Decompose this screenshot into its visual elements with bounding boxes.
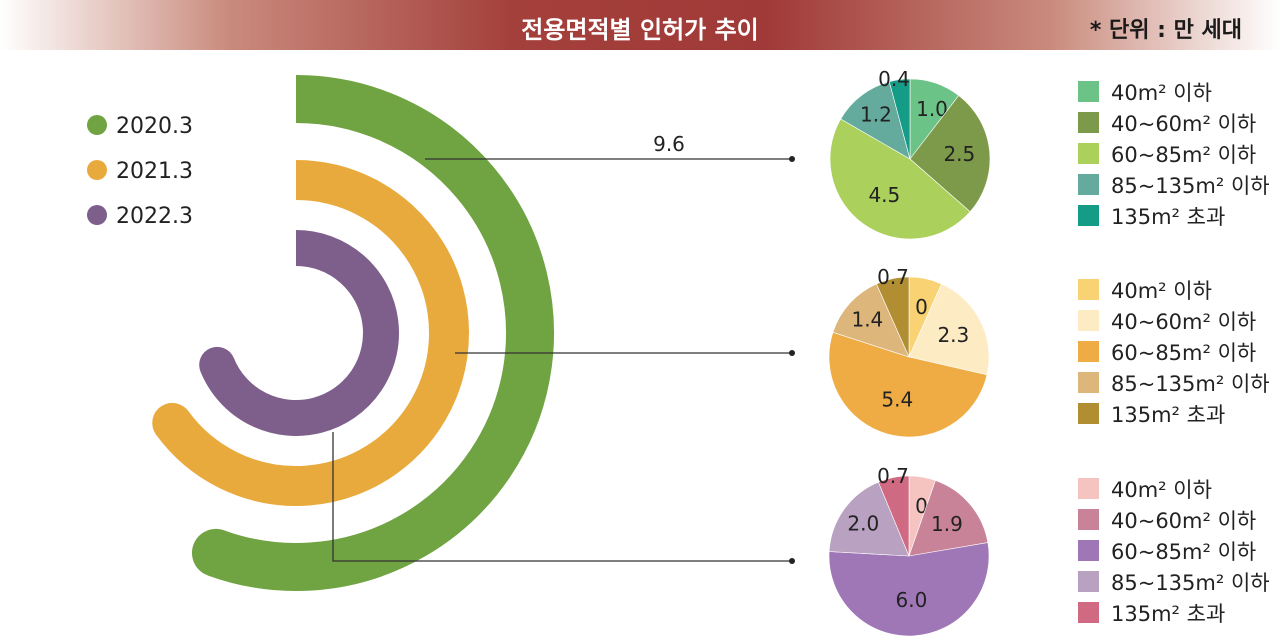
radial-arc-2022.3 (200, 230, 399, 436)
pie-legend-label-2021.3-1: 40~60m² 이하 (1111, 310, 1256, 334)
pie-label-2022.3-3: 2.0 (847, 512, 879, 536)
connector-dot-2022.3 (789, 558, 795, 564)
pie-legend-label-2021.3-3: 85~135m² 이하 (1111, 372, 1270, 396)
pie-label-2021.3-4: 0.7 (877, 265, 909, 289)
pie-legend-label-2022.3-4: 135m² 초과 (1111, 602, 1225, 626)
legend-dot-2020.3 (87, 115, 107, 135)
radial-arc-2021.3 (156, 160, 469, 506)
legend-label-2021.3: 2021.3 (116, 159, 193, 184)
pie-slice-2021.3-4 (876, 276, 910, 358)
total-label-2020.3: 9.6 (653, 132, 685, 156)
pie-legend-swatch-2020.3-1 (1078, 112, 1099, 133)
pie-legend-label-2020.3-1: 40~60m² 이하 (1111, 112, 1256, 136)
radial-arc-cap-2022.3 (199, 346, 236, 383)
pie-slice-2020.3-4 (888, 78, 911, 160)
pie-label-2022.3-1: 1.9 (931, 512, 963, 536)
pie-slice-2022.3-2 (828, 542, 990, 637)
pie-legend-label-2020.3-3: 85~135m² 이하 (1111, 174, 1270, 198)
pie-legend-swatch-2021.3-4 (1078, 403, 1099, 424)
pie-legend-label-2022.3-3: 85~135m² 이하 (1111, 571, 1270, 595)
pie-legend-label-2020.3-4: 135m² 초과 (1111, 205, 1225, 229)
pie-legend-swatch-2020.3-2 (1078, 143, 1099, 164)
legend-dot-2021.3 (87, 160, 107, 180)
pie-label-2021.3-2: 5.4 (881, 387, 913, 411)
pie-legend-swatch-2021.3-1 (1078, 310, 1099, 331)
pie-label-2020.3-3: 1.2 (860, 103, 892, 127)
pie-slice-2020.3-3 (840, 81, 911, 160)
pie-legend-swatch-2021.3-0 (1078, 279, 1099, 300)
pie-legend-label-2021.3-0: 40m² 이하 (1111, 279, 1212, 303)
pie-legend-swatch-2021.3-2 (1078, 341, 1099, 362)
pie-label-2021.3-3: 1.4 (851, 308, 883, 332)
pie-legend-swatch-2020.3-3 (1078, 174, 1099, 195)
pie-legend-swatch-2020.3-4 (1078, 205, 1099, 226)
pie-legend-swatch-2021.3-3 (1078, 372, 1099, 393)
pie-label-2021.3-1: 2.3 (937, 323, 969, 347)
pie-slice-2021.3-1 (908, 283, 990, 376)
pie-slice-2021.3-2 (828, 331, 988, 438)
pie-slice-2020.3-2 (829, 118, 971, 240)
pie-slice-2022.3-4 (877, 475, 910, 557)
pie-legend-swatch-2022.3-4 (1078, 602, 1099, 623)
title-banner (0, 0, 1280, 50)
connector-dot-2020.3 (789, 156, 795, 162)
radial-arc-cap-2021.3 (152, 402, 193, 443)
legend-label-2022.3: 2022.3 (116, 204, 193, 229)
connector-dot-2021.3 (789, 350, 795, 356)
pie-legend-label-2021.3-4: 135m² 초과 (1111, 403, 1225, 427)
pie-legend-label-2022.3-0: 40m² 이하 (1111, 478, 1212, 502)
pie-label-2022.3-2: 6.0 (896, 588, 928, 612)
pie-label-2020.3-2: 4.5 (868, 183, 900, 207)
legend-label-2020.3: 2020.3 (116, 114, 193, 139)
pie-legend-swatch-2022.3-3 (1078, 571, 1099, 592)
pie-legend-swatch-2022.3-1 (1078, 509, 1099, 530)
pie-legend-label-2021.3-2: 60~85m² 이하 (1111, 341, 1256, 365)
radial-arc-2020.3 (207, 75, 554, 591)
pie-slice-2022.3-1 (908, 480, 989, 557)
unit-note: * 단위 : 만 세대 (1089, 18, 1242, 43)
pie-legend-swatch-2022.3-0 (1078, 478, 1099, 499)
pie-legend-label-2022.3-1: 40~60m² 이하 (1111, 509, 1256, 533)
chart-title: 전용면적별 인허가 추이 (521, 16, 759, 44)
pie-label-2020.3-1: 2.5 (943, 142, 975, 166)
pie-legend-label-2020.3-2: 60~85m² 이하 (1111, 143, 1256, 167)
pie-legend-swatch-2020.3-0 (1078, 81, 1099, 102)
pie-label-2022.3-4: 0.7 (877, 464, 909, 488)
radial-arc-cap-2020.3 (191, 528, 240, 577)
connector-line-2022.3 (332, 432, 792, 562)
pie-legend-label-2022.3-2: 60~85m² 이하 (1111, 540, 1256, 564)
pie-legend-label-2020.3-0: 40m² 이하 (1111, 81, 1212, 105)
legend-dot-2022.3 (87, 205, 107, 225)
pie-legend-swatch-2022.3-2 (1078, 540, 1099, 561)
pie-slice-2020.3-1 (909, 95, 991, 213)
pie-slice-2021.3-3 (832, 283, 910, 358)
pie-label-2020.3-4: 0.4 (878, 67, 910, 91)
pie-slice-2022.3-3 (828, 481, 910, 557)
